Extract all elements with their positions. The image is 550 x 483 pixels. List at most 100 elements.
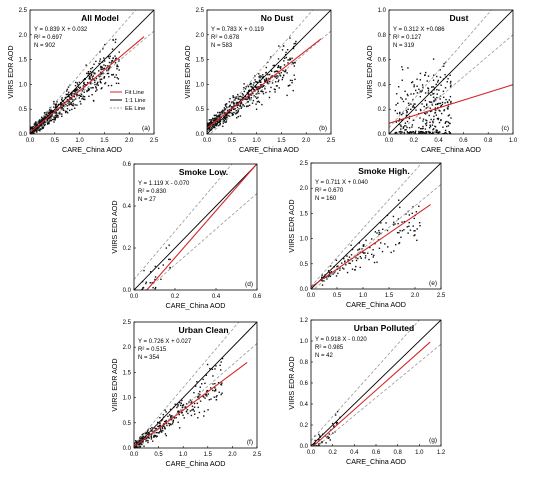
data-point [247,95,250,97]
data-point [289,57,291,60]
data-point [358,248,360,251]
data-point [168,258,170,261]
data-point [86,90,88,93]
data-point [80,93,83,96]
data-point [50,109,52,111]
data-point [141,289,143,290]
data-point [116,64,118,66]
data-point [203,415,205,417]
data-point [413,103,415,105]
data-point [429,110,432,113]
data-point [64,96,67,99]
data-point [100,72,103,75]
data-point [395,243,397,246]
data-point [416,92,419,94]
data-point [118,59,120,61]
x-tick-label: 1.5 [385,293,394,299]
data-point [218,111,221,114]
data-point [79,100,81,103]
data-point [450,84,452,87]
data-point [256,101,259,103]
data-point [43,120,46,122]
data-point [147,439,149,442]
data-point [413,106,415,108]
stat-line: N = 902 [34,43,56,49]
data-point [258,73,260,75]
data-point [330,270,333,273]
panel-title: Urban Clean [178,325,228,335]
data-point [235,109,237,112]
x-axis-label: CARE_China AOD [239,145,299,154]
data-point [55,116,57,119]
data-point [159,417,161,419]
data-point [108,67,111,69]
stat-line: R² = 0.830 [138,189,167,195]
data-point [412,98,414,101]
data-point [114,55,116,57]
data-point [103,57,105,59]
data-point [169,258,171,261]
y-tick-label: 0.8 [300,360,309,366]
plot-area [134,164,257,290]
data-point [273,64,276,67]
x-tick-label: 0.0 [130,452,139,458]
data-point [211,119,213,121]
data-point [54,114,57,117]
y-tick-label: 0.6 [123,162,132,168]
data-point [223,115,225,117]
data-point [79,94,81,97]
data-point [229,112,231,114]
data-point [236,111,239,114]
data-point [57,116,59,118]
data-point [328,436,330,439]
data-point [75,89,77,92]
data-point [432,79,435,81]
data-point [410,93,412,95]
data-point [240,107,242,109]
data-point [144,432,146,435]
data-point [138,445,141,448]
data-point [199,400,202,402]
data-point [315,445,318,446]
data-point [409,229,412,231]
data-point [410,103,412,105]
data-point [145,440,147,442]
data-point [160,430,162,432]
data-point [103,77,105,79]
data-point [230,101,233,103]
data-point [31,131,34,134]
data-point [154,287,156,290]
data-point [226,116,228,118]
one-to-one-line [207,10,331,134]
data-point [100,67,102,69]
data-point [440,112,443,115]
data-point [449,132,451,134]
data-point [363,244,365,246]
x-tick-label: 2.5 [437,293,446,299]
data-point [287,62,289,64]
data-point [147,436,150,438]
ee-line-upper [311,163,423,287]
data-point [419,90,421,92]
data-point [348,256,351,258]
panel-label: (e) [429,280,437,287]
data-point [419,127,422,130]
data-point [78,97,80,99]
data-point [116,65,118,68]
data-point [183,417,185,419]
data-point [153,436,155,438]
data-point [414,130,417,132]
data-point [242,94,244,96]
data-point [114,57,117,60]
data-point [178,427,181,429]
data-point [107,65,109,67]
data-point [321,441,323,444]
data-point [425,120,428,122]
data-point [182,414,184,416]
data-point [60,104,62,106]
data-point [415,109,417,111]
data-point [293,61,296,64]
data-point [237,110,239,113]
y-axis-label: VIIRS EDR AOD [110,200,119,253]
data-point [255,81,258,83]
